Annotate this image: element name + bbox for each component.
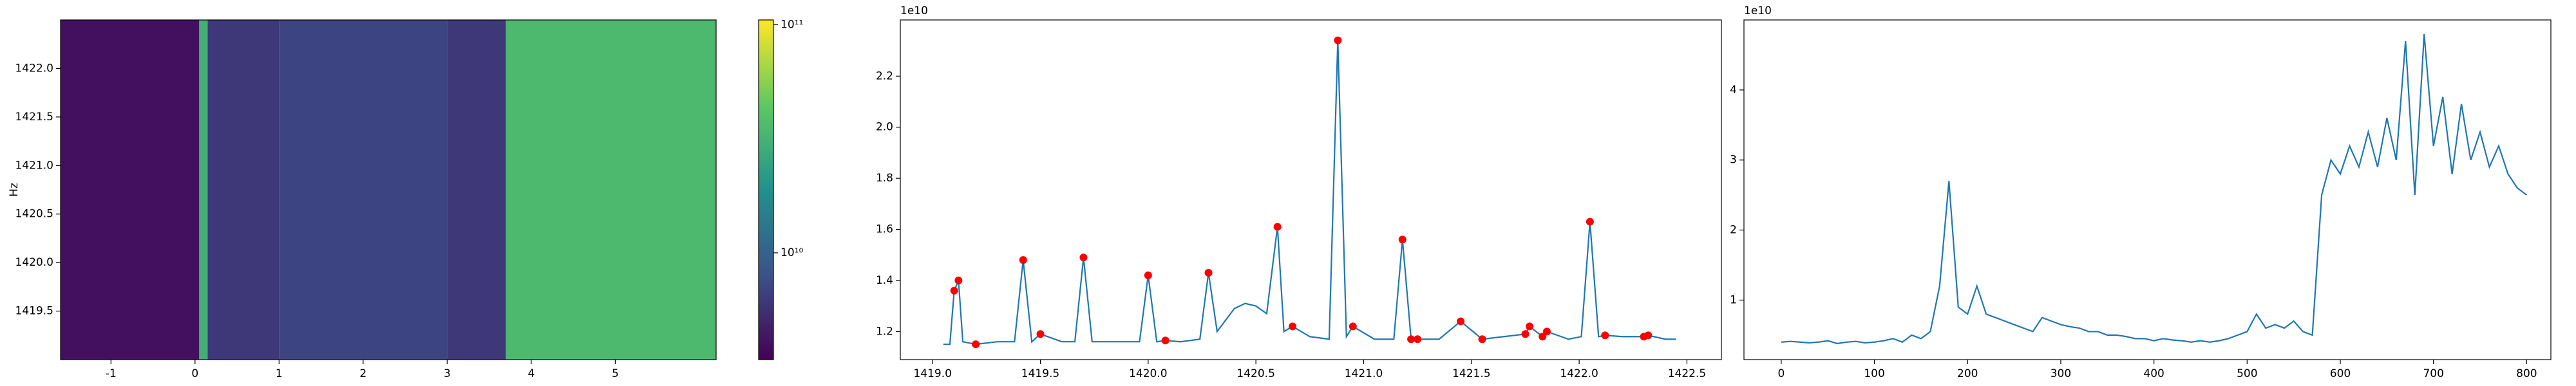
heat-band <box>279 20 448 360</box>
y-tick-label: 1 <box>1730 293 1737 306</box>
x-tick-label: 1422.0 <box>1560 367 1598 380</box>
x-tick-label: 2 <box>359 367 366 380</box>
x-tick-label: 700 <box>2423 367 2443 380</box>
peak-marker <box>1457 317 1465 326</box>
peak-marker <box>1601 331 1609 340</box>
x-tick-label: 3 <box>444 367 451 380</box>
offset-label: 1e10 <box>900 5 928 17</box>
x-tick-label: 1419.0 <box>913 367 951 380</box>
x-tick-label: 600 <box>2330 367 2351 380</box>
peak-marker <box>1273 223 1282 231</box>
y-tick-label: 4 <box>1730 84 1737 96</box>
peak-marker <box>1079 253 1088 262</box>
y-tick-label: 1419.5 <box>15 305 53 318</box>
axes-frame <box>1743 19 2552 360</box>
x-tick-label: 1420.0 <box>1129 367 1167 380</box>
x-tick-label: 1420.5 <box>1236 367 1274 380</box>
peak-marker <box>950 286 958 295</box>
y-tick-label: 1.8 <box>876 172 893 185</box>
peak-marker <box>954 276 963 284</box>
x-tick-label: 5 <box>612 367 619 380</box>
plot-area <box>1781 33 2528 345</box>
peak-marker <box>1414 335 1422 344</box>
x-tick-label: 1421.0 <box>1345 367 1383 380</box>
y-tick-label: 1420.5 <box>15 208 53 221</box>
y-tick-label: 2.2 <box>876 69 893 82</box>
peak-marker <box>1542 327 1551 336</box>
peak-marker <box>1289 322 1297 331</box>
peak-marker <box>1204 269 1213 277</box>
x-tick-label: 1421.5 <box>1452 367 1490 380</box>
peak-marker <box>1521 330 1530 338</box>
x-tick-label: 800 <box>2516 367 2537 380</box>
y-tick-label: 3 <box>1730 154 1737 167</box>
y-tick-label: 1422.0 <box>15 62 53 75</box>
x-tick-label: 100 <box>1864 367 1884 380</box>
axes-frame <box>900 19 1722 360</box>
y-tick-label: 1.4 <box>876 274 893 287</box>
plot-area <box>943 36 1676 349</box>
colorbar <box>758 19 774 360</box>
x-tick-label: 0 <box>1777 367 1785 380</box>
y-tick-label: 2.0 <box>876 121 893 134</box>
peak-marker <box>1144 271 1152 279</box>
x-tick-label: 1422.5 <box>1668 367 1706 380</box>
peak-marker <box>1036 330 1045 338</box>
heat-band <box>199 20 208 360</box>
heat-band <box>61 20 200 360</box>
x-tick-label: -1 <box>106 367 117 380</box>
y-axis-label: Hz <box>8 183 21 197</box>
y-tick-label: 2 <box>1730 224 1737 237</box>
axes-frame <box>60 19 717 360</box>
colorbar-tick-label: 10¹⁰ <box>781 246 803 259</box>
y-tick-label: 1421.0 <box>15 159 53 172</box>
x-tick-label: 500 <box>2237 367 2257 380</box>
offset-label: 1e10 <box>1744 5 1772 17</box>
x-tick-label: 300 <box>2050 367 2071 380</box>
heat-band <box>447 20 506 360</box>
peak-marker <box>1019 256 1027 264</box>
y-tick-label: 1.6 <box>876 223 893 236</box>
peak-marker <box>1398 235 1406 244</box>
line <box>1781 33 2528 345</box>
peak-marker <box>1586 217 1594 226</box>
peak-marker <box>1161 336 1170 345</box>
peak-marker <box>1334 36 1342 44</box>
peak-marker <box>972 340 980 349</box>
peak-marker <box>1478 335 1486 344</box>
line <box>943 40 1676 345</box>
heat-band <box>506 20 716 360</box>
peak-marker <box>1407 335 1416 344</box>
peak-marker <box>1644 331 1653 340</box>
peak-marker <box>1539 333 1547 341</box>
y-tick-label: 1421.5 <box>15 111 53 124</box>
heat-band <box>207 20 279 360</box>
x-tick-label: 0 <box>191 367 198 380</box>
peak-marker <box>1349 322 1357 331</box>
y-tick-label: 1420.0 <box>15 256 53 269</box>
y-tick-label: 1.2 <box>876 325 893 338</box>
x-tick-label: 1419.5 <box>1021 367 1059 380</box>
plot-area <box>61 20 716 360</box>
x-tick-label: 4 <box>527 367 535 380</box>
peak-marker <box>1526 322 1534 331</box>
x-tick-label: 1 <box>276 367 283 380</box>
x-tick-label: 200 <box>1957 367 1978 380</box>
colorbar-tick-label: 10¹¹ <box>781 19 803 32</box>
x-tick-label: 400 <box>2143 367 2164 380</box>
